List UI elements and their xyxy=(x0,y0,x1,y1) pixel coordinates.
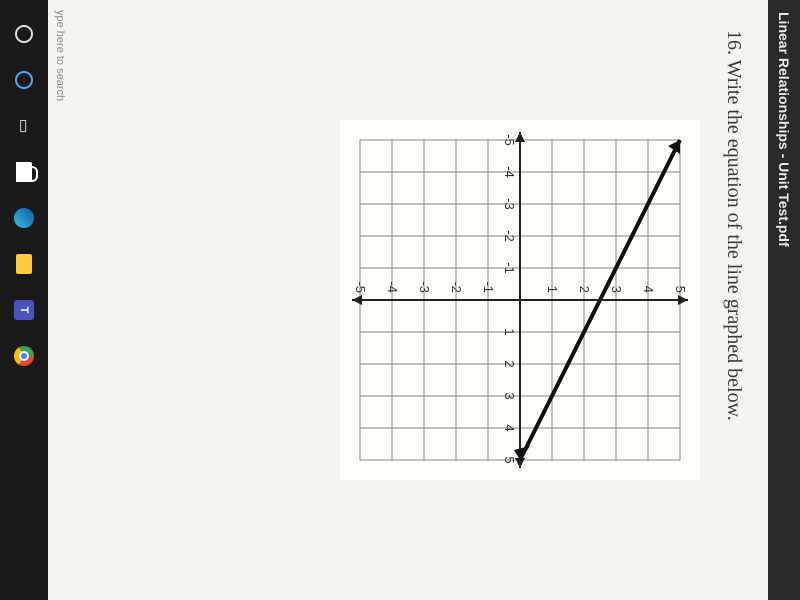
question-text: 16. Write the equation of the line graph… xyxy=(720,30,748,570)
svg-text:5: 5 xyxy=(502,456,517,463)
svg-text:-5: -5 xyxy=(353,281,368,293)
store-icon[interactable] xyxy=(10,158,38,186)
svg-text:1: 1 xyxy=(545,286,560,293)
cortana-icon[interactable] xyxy=(10,66,38,94)
titlebar-text: Linear Relationships - Unit Test.pdf xyxy=(776,12,792,247)
x-tick-labels: -5 -4 -3 -2 -1 1 2 3 4 5 xyxy=(502,134,517,463)
chrome-icon[interactable] xyxy=(10,342,38,370)
svg-text:-3: -3 xyxy=(502,198,517,210)
window-titlebar: Linear Relationships - Unit Test.pdf xyxy=(768,0,800,600)
svg-text:4: 4 xyxy=(502,424,517,431)
svg-text:-2: -2 xyxy=(502,230,517,242)
svg-text:-1: -1 xyxy=(502,262,517,274)
graph-container: -5 -4 -3 -2 -1 1 2 3 4 5 -5 -4 -3 -2 xyxy=(340,30,700,570)
edge-icon[interactable] xyxy=(10,204,38,232)
svg-text:4: 4 xyxy=(641,286,656,293)
svg-text:-4: -4 xyxy=(502,166,517,178)
windows-taskbar[interactable]: ▭ T xyxy=(0,0,48,600)
document-page: 16. Write the equation of the line graph… xyxy=(48,0,768,600)
question-body: Write the equation of the line graphed b… xyxy=(723,60,745,421)
search-icon[interactable] xyxy=(10,20,38,48)
svg-text:3: 3 xyxy=(609,286,624,293)
question-number: 16. xyxy=(723,30,745,55)
svg-text:-1: -1 xyxy=(481,281,496,293)
svg-text:5: 5 xyxy=(673,286,688,293)
svg-text:-3: -3 xyxy=(417,281,432,293)
svg-text:1: 1 xyxy=(502,328,517,335)
coordinate-graph: -5 -4 -3 -2 -1 1 2 3 4 5 -5 -4 -3 -2 xyxy=(340,120,700,480)
svg-text:3: 3 xyxy=(502,392,517,399)
search-box-fragment[interactable]: ype here to search xyxy=(54,10,66,101)
svg-text:-2: -2 xyxy=(449,281,464,293)
svg-text:2: 2 xyxy=(577,286,592,293)
teams-icon[interactable]: T xyxy=(10,296,38,324)
task-view-icon[interactable]: ▭ xyxy=(10,112,38,140)
file-explorer-icon[interactable] xyxy=(10,250,38,278)
rotated-page: Linear Relationships - Unit Test.pdf 16.… xyxy=(0,0,800,600)
svg-text:-4: -4 xyxy=(385,281,400,293)
svg-text:-5: -5 xyxy=(502,134,517,146)
svg-text:2: 2 xyxy=(502,360,517,367)
